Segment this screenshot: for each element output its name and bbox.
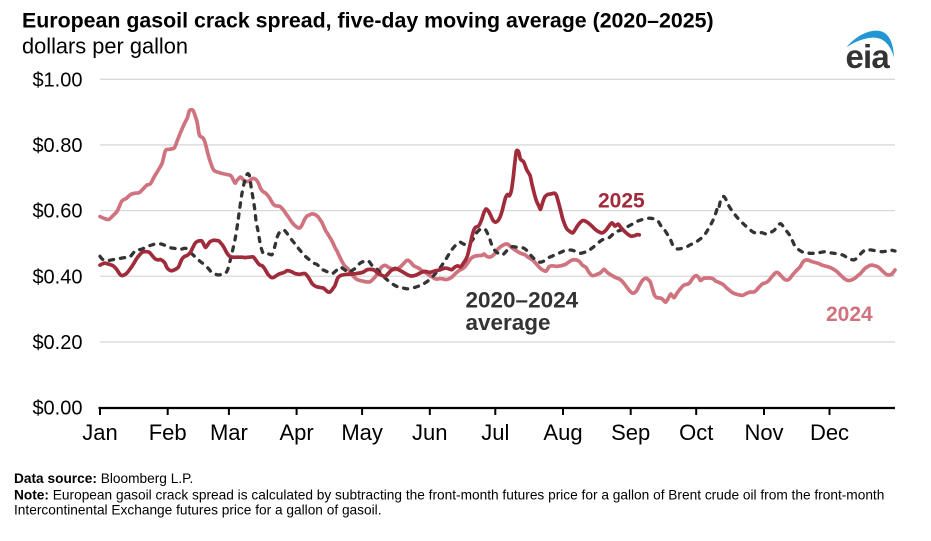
svg-text:2024: 2024 xyxy=(826,303,873,326)
svg-text:$0.20: $0.20 xyxy=(32,332,82,354)
svg-text:Mar: Mar xyxy=(210,420,248,445)
svg-text:May: May xyxy=(341,420,383,445)
svg-text:2025: 2025 xyxy=(598,189,645,212)
svg-text:Apr: Apr xyxy=(279,420,313,445)
svg-text:$1.00: $1.00 xyxy=(32,69,82,91)
svg-text:Dec: Dec xyxy=(810,420,849,445)
svg-text:Nov: Nov xyxy=(744,420,783,445)
svg-text:dollars per gallon: dollars per gallon xyxy=(22,33,188,58)
svg-text:eia: eia xyxy=(846,38,891,75)
svg-text:average: average xyxy=(466,310,551,335)
svg-text:Jan: Jan xyxy=(82,420,117,445)
svg-text:$0.40: $0.40 xyxy=(32,266,82,288)
svg-text:Jun: Jun xyxy=(412,420,447,445)
svg-text:$0.00: $0.00 xyxy=(32,398,82,420)
svg-text:Oct: Oct xyxy=(679,420,713,445)
svg-text:Note: European gasoil crack sp: Note: European gasoil crack spread is ca… xyxy=(14,487,884,502)
svg-text:$0.80: $0.80 xyxy=(32,135,82,157)
svg-text:Aug: Aug xyxy=(543,420,582,445)
svg-text:European gasoil crack spread,: European gasoil crack spread, five-day m… xyxy=(22,9,714,33)
svg-text:$0.60: $0.60 xyxy=(32,201,82,223)
svg-text:Jul: Jul xyxy=(481,420,509,445)
svg-text:Data source: Bloomberg L.P.: Data source: Bloomberg L.P. xyxy=(14,471,193,486)
svg-text:Intercontinental Exchange futu: Intercontinental Exchange futures price … xyxy=(14,502,382,517)
svg-text:2020–2024: 2020–2024 xyxy=(466,288,579,313)
svg-text:Feb: Feb xyxy=(149,420,187,445)
svg-text:Sep: Sep xyxy=(611,420,650,445)
